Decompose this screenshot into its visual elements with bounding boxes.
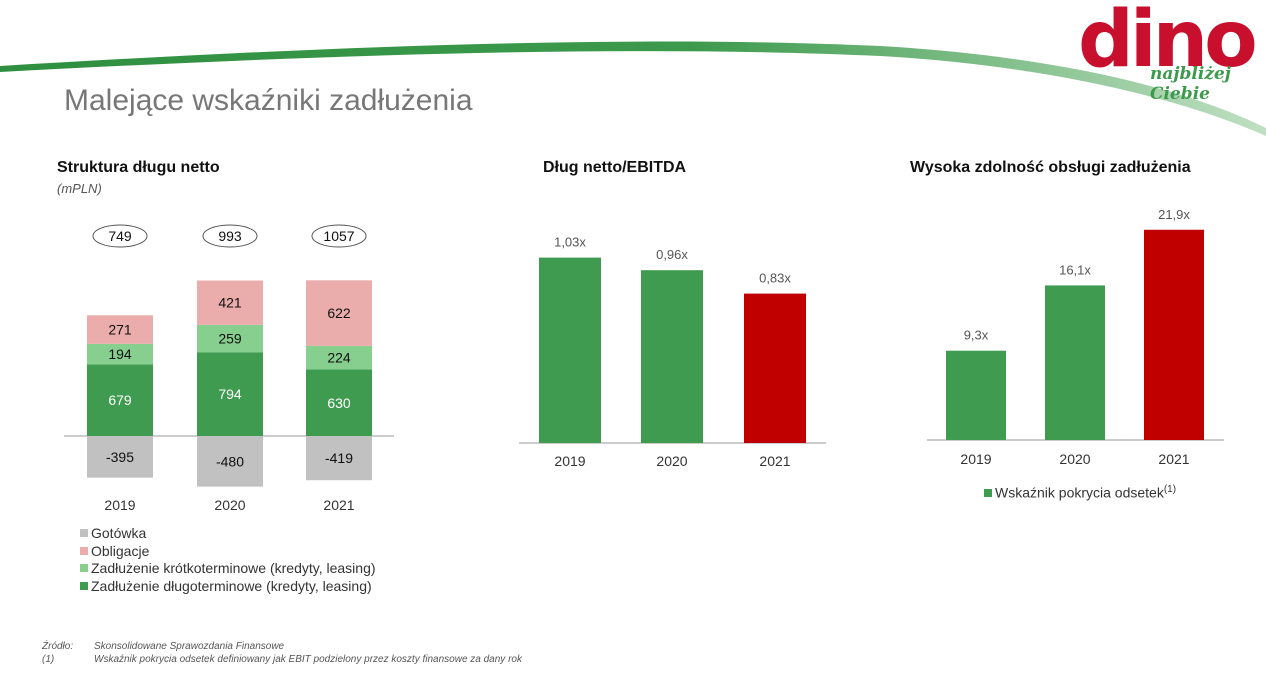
data-label-short-term-2020: 259 bbox=[218, 331, 242, 347]
legend-swatch-cash bbox=[80, 529, 88, 537]
bar-2019 bbox=[539, 257, 601, 443]
bar-cash-2019 bbox=[87, 436, 153, 478]
legend-swatch-long-term bbox=[80, 581, 88, 590]
chart1-unit: (mPLN) bbox=[57, 181, 102, 196]
data-label-long-term-2020: 794 bbox=[218, 386, 242, 402]
dino-logo: dino bbox=[1078, 0, 1258, 85]
x-tick-label-2020: 2020 bbox=[656, 453, 687, 469]
data-label-2019: 1,03x bbox=[554, 235, 586, 250]
chart3-title: Wysoka zdolność obsługi zadłużenia bbox=[910, 159, 1191, 176]
total-label-2019: 749 bbox=[108, 228, 132, 244]
bar-long-term-2020 bbox=[197, 352, 263, 436]
bar-short-term-2021 bbox=[306, 345, 372, 370]
bar-bonds-2019 bbox=[87, 315, 153, 344]
data-label-bonds-2019: 271 bbox=[108, 322, 132, 338]
data-label-2019: 9,3x bbox=[964, 328, 989, 343]
chart3-legend: Wskaźnik pokrycia odsetek(1) bbox=[984, 484, 1176, 501]
data-label-short-term-2019: 194 bbox=[108, 346, 132, 362]
bar-short-term-2019 bbox=[87, 343, 153, 365]
x-tick-label-2020: 2020 bbox=[214, 497, 245, 513]
bar-bonds-2021 bbox=[306, 280, 372, 346]
data-label-long-term-2019: 679 bbox=[108, 392, 132, 408]
legend-label-coverage: Wskaźnik pokrycia odsetek bbox=[995, 484, 1164, 501]
footnote-1-text: Wskaźnik pokrycia odsetek definiowany ja… bbox=[94, 654, 522, 665]
legend-label-short-term: Zadłużenie krótkoterminowe (kredyty, lea… bbox=[91, 560, 376, 576]
bar-bonds-2020 bbox=[197, 280, 263, 325]
bar-2021 bbox=[1144, 229, 1204, 440]
data-label-cash-2020: -480 bbox=[216, 453, 244, 469]
x-tick-label-2021: 2021 bbox=[1158, 451, 1189, 467]
total-bubble-2020 bbox=[202, 224, 258, 248]
data-label-cash-2021: -419 bbox=[325, 450, 353, 466]
data-label-2021: 21,9x bbox=[1158, 207, 1190, 222]
total-bubble-2019 bbox=[92, 224, 148, 248]
legend-item-short-term: Zadłużenie krótkoterminowe (kredyty, lea… bbox=[80, 560, 376, 578]
total-label-2021: 1057 bbox=[323, 228, 354, 244]
bar-2020 bbox=[1045, 285, 1105, 440]
legend-swatch-coverage bbox=[984, 488, 992, 497]
data-label-2020: 16,1x bbox=[1059, 262, 1091, 277]
chart2-title: Dług netto/EBITDA bbox=[543, 159, 687, 176]
total-label-2020: 993 bbox=[218, 228, 242, 244]
x-tick-label-2021: 2021 bbox=[323, 497, 354, 513]
x-tick-label-2019: 2019 bbox=[554, 453, 585, 469]
data-label-bonds-2020: 421 bbox=[218, 295, 242, 311]
legend-item-long-term: Zadłużenie długoterminowe (kredyty, leas… bbox=[80, 578, 376, 596]
legend-swatch-short-term bbox=[80, 564, 88, 572]
x-tick-label-2021: 2021 bbox=[759, 453, 790, 469]
footnote-1-key: (1) bbox=[42, 654, 55, 665]
legend-item-cash: Gotówka bbox=[80, 525, 376, 543]
total-bubble-2021 bbox=[311, 224, 367, 248]
x-tick-label-2020: 2020 bbox=[1059, 451, 1090, 467]
legend-label-cash: Gotówka bbox=[91, 525, 147, 541]
legend-label-bonds: Obligacje bbox=[91, 542, 150, 559]
bar-cash-2021 bbox=[306, 436, 372, 481]
page-title: Malejące wskaźniki zadłużenia bbox=[64, 84, 473, 117]
data-label-cash-2019: -395 bbox=[106, 449, 134, 465]
data-label-long-term-2021: 630 bbox=[327, 395, 351, 411]
legend-swatch-bonds bbox=[80, 546, 88, 555]
footnote-source-text: Skonsolidowane Sprawozdania Finansowe bbox=[94, 641, 285, 652]
legend-label-long-term: Zadłużenie długoterminowe (kredyty, leas… bbox=[91, 577, 372, 594]
chart1-title: Struktura długu netto bbox=[57, 159, 220, 176]
data-label-short-term-2021: 224 bbox=[327, 350, 351, 366]
data-label-2020: 0,96x bbox=[656, 247, 688, 262]
footnote-source-key: Źródło: bbox=[42, 641, 74, 652]
bar-long-term-2021 bbox=[306, 369, 372, 436]
x-tick-label-2019: 2019 bbox=[960, 451, 991, 467]
bar-long-term-2019 bbox=[87, 364, 153, 436]
bar-short-term-2020 bbox=[197, 324, 263, 353]
bar-2020 bbox=[641, 270, 703, 443]
legend-footnote-mark: (1) bbox=[1163, 484, 1177, 495]
chart1-legend: Gotówka Obligacje Zadłużenie krótkotermi… bbox=[80, 525, 376, 595]
bar-2019 bbox=[946, 350, 1006, 440]
bar-2021 bbox=[744, 293, 806, 443]
x-tick-label-2019: 2019 bbox=[104, 497, 135, 513]
data-label-bonds-2021: 622 bbox=[327, 305, 351, 321]
logo-tagline: najbliżej Ciebie bbox=[1150, 64, 1231, 104]
bar-cash-2020 bbox=[197, 436, 263, 487]
legend-item-bonds: Obligacje bbox=[80, 543, 376, 561]
data-label-2021: 0,83x bbox=[759, 271, 791, 286]
